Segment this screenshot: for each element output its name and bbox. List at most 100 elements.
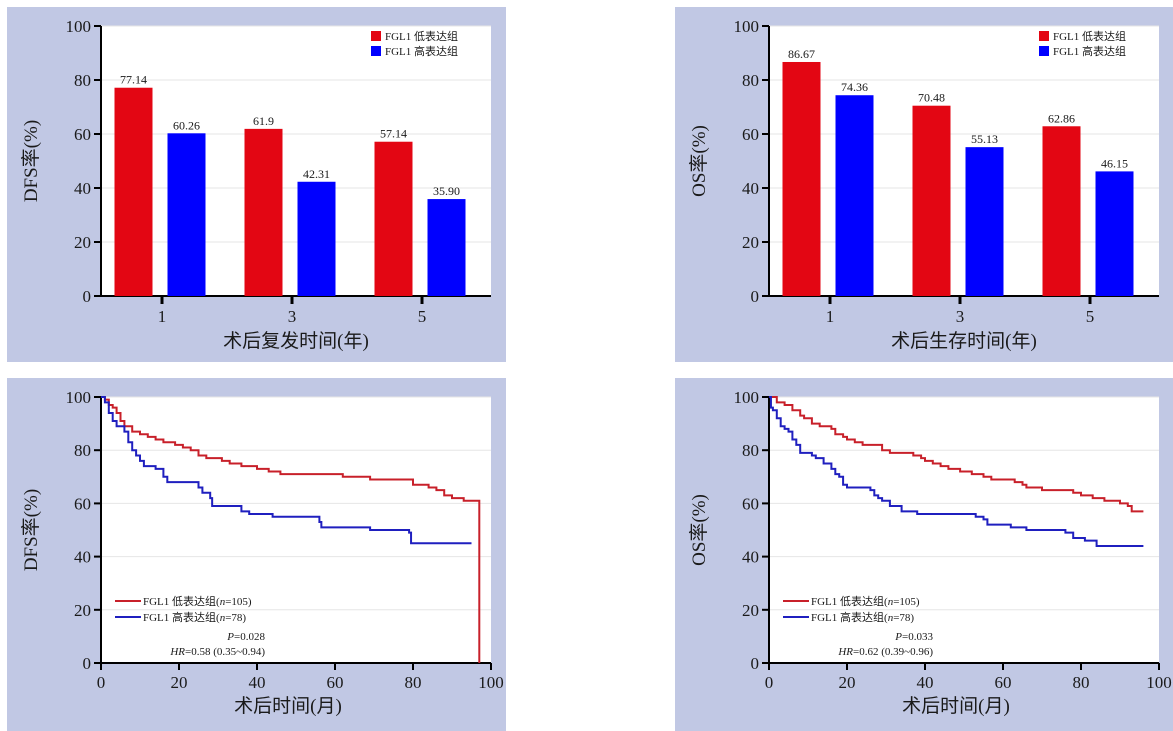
y-tick-label: 60 (742, 494, 759, 513)
y-tick-label: 40 (74, 548, 91, 567)
legend-label-suffix: =78) (225, 612, 246, 624)
y-tick-label: 40 (742, 548, 759, 567)
x-tick-label: 80 (1073, 673, 1090, 692)
dfs-survival-chart: 0 20 40 60 80 100 DFS率(%) 0 20 40 60 80 100 术后时间(月) FG… (20, 388, 504, 717)
data-label: 61.9 (253, 114, 274, 128)
x-tick-label: 60 (327, 673, 344, 692)
bar (1042, 126, 1081, 296)
bar (244, 128, 283, 296)
legend-label: FGL1 高表达组 (1053, 44, 1126, 58)
data-label: 42.31 (303, 167, 330, 181)
x-tick-label: 1 (158, 307, 167, 326)
low-expression-curve (769, 396, 1144, 513)
legend-label-suffix: =78) (893, 612, 914, 624)
x-tick-label: 5 (1086, 307, 1095, 326)
bar (297, 181, 336, 296)
data-label: 46.15 (1101, 156, 1128, 170)
y-tick-label: 20 (74, 601, 91, 620)
legend-label-suffix: =105) (893, 596, 920, 608)
legend-label-n: n (220, 596, 226, 608)
legend-label: FGL1 低表达组(n=105) (811, 594, 920, 608)
x-tick-label: 0 (765, 673, 774, 692)
p-value-annotation: P=0.033 (894, 631, 933, 643)
y-tick-label: 40 (74, 179, 91, 198)
legend-label-suffix: =105) (225, 596, 252, 608)
data-label: 60.26 (173, 118, 200, 132)
y-tick-label: 100 (734, 17, 760, 36)
x-tick-label: 40 (917, 673, 934, 692)
y-tick-label: 80 (74, 441, 91, 460)
p-value-annotation: P=0.028 (226, 631, 265, 643)
legend-label-prefix: FGL1 高表达组( (143, 610, 220, 624)
x-tick-label: 1 (826, 307, 835, 326)
x-tick-label: 40 (249, 673, 266, 692)
p-value: =0.028 (234, 631, 265, 643)
y-tick-label: 20 (742, 233, 759, 252)
x-tick-label: 20 (171, 673, 188, 692)
y-tick-label: 60 (742, 125, 759, 144)
dfs-bar-chart-panel: 0 20 40 60 80 100 DFS率(%) 1 77.14 60.26 3 61.9 42.31… (7, 7, 506, 362)
y-tick-label: 80 (742, 71, 759, 90)
hr-value: =0.62 (0.39~0.96) (853, 646, 933, 658)
y-tick-label: 0 (83, 654, 92, 673)
y-axis-title: OS率(%) (688, 494, 710, 566)
legend-label-n: n (888, 596, 894, 608)
y-axis-title: OS率(%) (688, 125, 710, 197)
x-axis-title: 术后生存时间(年) (891, 330, 1037, 352)
data-label: 35.90 (433, 184, 460, 198)
p-label: P (894, 631, 902, 643)
bar (912, 105, 951, 296)
x-tick-label: 3 (956, 307, 965, 326)
os-bar-chart-panel: 0 20 40 60 80 100 OS率(%) 1 86.67 74.36 3 70.48 55.13… (675, 7, 1173, 362)
legend-label-prefix: FGL1 低表达组( (143, 594, 220, 608)
hr-label: HR (169, 646, 185, 658)
x-tick-label: 0 (97, 673, 106, 692)
y-tick-label: 0 (83, 287, 92, 306)
legend-label-n: n (220, 612, 226, 624)
x-tick-label: 60 (995, 673, 1012, 692)
p-value: =0.033 (902, 631, 933, 643)
legend-label: FGL1 高表达组(n=78) (143, 610, 246, 624)
plot-area (769, 397, 1159, 663)
os-km-chart-panel: 0 20 40 60 80 100 OS率(%) 0 20 40 60 80 100 术后时间(月) FGL… (675, 378, 1173, 731)
legend-label-n: n (888, 612, 894, 624)
dfs-km-chart-panel: 0 20 40 60 80 100 DFS率(%) 0 20 40 60 80 100 术后时间(月) FG… (7, 378, 506, 731)
bar (965, 147, 1004, 296)
legend-label-prefix: FGL1 高表达组( (811, 610, 888, 624)
y-tick-label: 100 (66, 388, 92, 407)
hazard-ratio-annotation: HR=0.62 (0.39~0.96) (837, 646, 933, 658)
p-label: P (226, 631, 234, 643)
legend-label: FGL1 高表达组(n=78) (811, 610, 914, 624)
x-tick-label: 20 (839, 673, 856, 692)
legend-label: FGL1 高表达组 (385, 44, 458, 58)
os-bar-chart: 0 20 40 60 80 100 OS率(%) 1 86.67 74.36 3 70.48 55.13… (688, 17, 1159, 352)
y-tick-label: 100 (66, 17, 92, 36)
plot-area (101, 26, 491, 296)
y-tick-label: 40 (742, 179, 759, 198)
y-tick-label: 20 (742, 601, 759, 620)
high-expression-curve (101, 396, 472, 545)
legend-label-prefix: FGL1 低表达组( (811, 594, 888, 608)
data-label: 77.14 (120, 73, 147, 87)
legend-label: FGL1 低表达组 (385, 29, 458, 43)
y-tick-label: 20 (74, 233, 91, 252)
x-tick-label: 100 (478, 673, 504, 692)
hr-label: HR (837, 646, 853, 658)
data-label: 70.48 (918, 91, 945, 105)
legend-swatch (1039, 31, 1049, 41)
legend-swatch (371, 46, 381, 56)
y-tick-label: 100 (734, 388, 760, 407)
y-axis-title: DFS率(%) (20, 120, 42, 202)
x-axis-title: 术后复发时间(年) (223, 330, 369, 352)
y-tick-label: 0 (751, 654, 760, 673)
plot-area (769, 26, 1159, 296)
data-label: 86.67 (788, 47, 815, 61)
legend-label: FGL1 低表达组(n=105) (143, 594, 252, 608)
hr-value: =0.58 (0.35~0.94) (185, 646, 265, 658)
bar (374, 141, 413, 296)
y-tick-label: 80 (74, 71, 91, 90)
x-tick-label: 5 (418, 307, 427, 326)
bar (114, 87, 153, 296)
low-expression-curve (101, 396, 481, 663)
data-label: 74.36 (841, 80, 868, 94)
